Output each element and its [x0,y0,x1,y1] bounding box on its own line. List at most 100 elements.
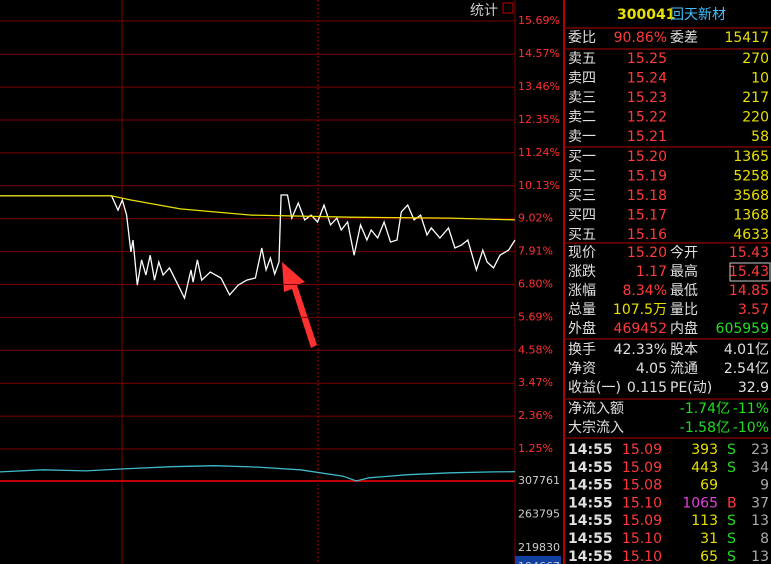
value: 605959 [716,321,769,337]
level-price: 15.17 [627,208,667,224]
value: -11% [733,401,769,417]
label: 股本 [670,342,698,358]
level-volume: 10 [751,71,769,87]
value: 2.54亿 [724,361,769,377]
level-price: 15.20 [627,149,667,165]
level-price: 15.22 [627,110,667,126]
value: 1.17 [636,264,667,280]
trade-volume: 393 [691,442,718,458]
level-volume: 3568 [733,188,769,204]
y-tick-label: 1.25% [518,442,553,455]
trade-time: 14:55 [568,549,613,564]
label: 委比 [568,30,596,46]
trade-price: 15.09 [622,513,662,529]
trade-side: S [727,442,736,458]
y-tick-label: 15.69% [518,14,560,27]
trade-price: 15.09 [622,460,662,476]
value: -1.58亿 [680,420,730,436]
label: 涨幅 [568,283,596,299]
value: 15.20 [627,245,667,261]
high-box [729,262,771,282]
stats-icon[interactable] [502,2,514,14]
level-price: 15.16 [627,227,667,243]
y-tick-label: 3.47% [518,376,553,389]
level-label: 买三 [568,188,596,204]
y-tick-label: 10.13% [518,179,560,192]
panel-separators [566,27,771,439]
trade-time: 14:55 [568,460,613,476]
trade-time: 14:55 [568,531,613,547]
label: 大宗流入 [568,420,624,436]
annotation-arrow [282,262,317,348]
trade-time: 14:55 [568,478,613,494]
y-tick-label: 194667 [518,560,560,564]
value: 0.115 [627,380,667,396]
y-tick-label: 5.69% [518,310,553,323]
label: 今开 [670,245,698,261]
level-volume: 1368 [733,208,769,224]
label: 量比 [670,302,698,318]
trade-volume: 113 [691,513,718,529]
level-label: 买四 [568,208,596,224]
y-tick-label: 263795 [518,508,560,521]
y-tick-label: 12.35% [518,113,560,126]
trade-price: 15.10 [622,549,662,564]
value: 469452 [614,321,667,337]
level-price: 15.24 [627,71,667,87]
series-line [0,195,516,221]
label: 最高 [670,263,698,280]
level-label: 卖四 [568,71,596,87]
trade-side: S [727,513,736,529]
trade-volume: 1065 [682,495,718,511]
level-price: 15.21 [627,129,667,145]
value: 90.86% [614,30,667,46]
value: 4.05 [636,361,667,377]
y-tick-label: 219830 [518,541,560,554]
y-tick-label: 6.80% [518,277,553,290]
label: PE(动) [670,380,712,396]
trade-side: S [727,531,736,547]
value: 15.43 [729,245,769,261]
level-label: 卖一 [568,129,596,145]
level-price: 15.18 [627,188,667,204]
value: 15417 [724,30,769,46]
level-label: 卖二 [568,110,596,126]
level-label: 买二 [568,169,596,185]
trade-count: 13 [751,549,769,564]
trade-count: 9 [760,478,769,494]
value: 32.9 [738,380,769,396]
trade-time: 14:55 [568,442,613,458]
trade-count: 13 [751,513,769,529]
level-volume: 4633 [733,227,769,243]
y-tick-label: 13.46% [518,80,560,93]
value: 107.5万 [613,302,667,318]
value: -1.74亿 [680,401,730,417]
level-volume: 5258 [733,169,769,185]
stock-code: 300041 [617,7,675,23]
label: 总量 [568,302,596,318]
y-tick-label: 11.24% [518,146,560,159]
y-tick-label: 307761 [518,474,560,487]
y-tick-label: 9.02% [518,212,553,225]
stats-button[interactable]: 统计 [470,3,498,19]
trade-count: 34 [751,460,769,476]
level-label: 卖五 [568,51,596,67]
value: 42.33% [614,342,667,358]
trade-price: 15.09 [622,442,662,458]
trade-count: 8 [760,531,769,547]
series-line [0,194,516,301]
level-label: 买五 [568,227,596,243]
level-volume: 217 [742,90,769,106]
trade-count: 23 [751,442,769,458]
level-volume: 1365 [733,149,769,165]
label: 收益(一) [568,380,621,396]
label: 净流入额 [568,401,624,417]
level-label: 买一 [568,149,596,165]
trade-time: 14:55 [568,513,613,529]
value: 3.57 [738,302,769,318]
trade-count: 37 [751,495,769,511]
trade-price: 15.10 [622,531,662,547]
label: 现价 [568,245,596,261]
level-volume: 270 [742,51,769,67]
